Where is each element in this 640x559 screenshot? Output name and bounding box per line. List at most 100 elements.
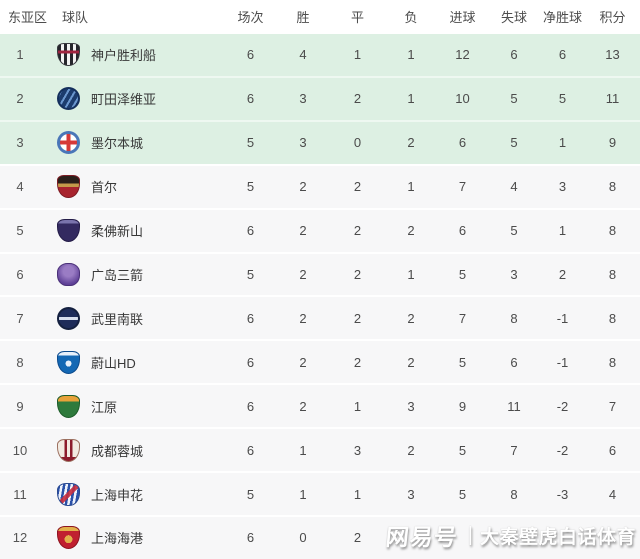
header-gd: 净胜球 xyxy=(542,9,582,25)
cell-played: 6 xyxy=(246,530,255,546)
cell-gd: -1 xyxy=(556,354,569,370)
rank: 10 xyxy=(12,442,28,458)
header-win: 胜 xyxy=(296,9,310,25)
team-cell: 神户胜利船 xyxy=(40,43,225,67)
table-header-row: 东亚区 球队 场次 胜 平 负 进球 失球 净胜球 积分 xyxy=(0,0,640,32)
cell-ga: 4 xyxy=(510,179,518,195)
rank: 12 xyxy=(12,530,28,546)
team-cell: 首尔 xyxy=(40,175,225,199)
cell-win: 3 xyxy=(299,91,307,107)
team-cell: 成都蓉城 xyxy=(40,438,225,462)
cell-loss: 1 xyxy=(407,91,415,107)
team-cell: 广岛三箭 xyxy=(40,262,225,286)
cell-ga: 6 xyxy=(510,354,518,370)
table-row[interactable]: 1 神户胜利船 6 4 1 1 12 6 6 13 xyxy=(0,32,640,76)
table-row[interactable]: 12 上海海港 6 0 2 xyxy=(0,514,640,559)
cell-win: 1 xyxy=(299,486,307,502)
cell-played: 6 xyxy=(246,354,255,370)
table-row[interactable]: 6 广岛三箭 5 2 2 1 5 3 2 8 xyxy=(0,251,640,296)
cell-gf: 7 xyxy=(458,310,467,326)
cell-gd: 2 xyxy=(558,266,567,282)
cell-draw: 2 xyxy=(353,530,362,546)
cell-played: 6 xyxy=(246,442,255,458)
table-row[interactable]: 7 武里南联 6 2 2 2 7 8 -1 8 xyxy=(0,295,640,340)
cell-loss: 2 xyxy=(407,442,415,458)
cell-win: 2 xyxy=(299,179,307,195)
cell-played: 6 xyxy=(246,47,255,63)
table-row[interactable]: 11 上海申花 5 1 1 3 5 8 -3 4 xyxy=(0,471,640,515)
table-row[interactable]: 8 蔚山HD 6 2 2 2 5 6 -1 8 xyxy=(0,339,640,384)
cell-loss: 2 xyxy=(407,310,415,326)
cell-gd: 1 xyxy=(558,223,567,239)
cell-gd: -3 xyxy=(556,486,569,502)
table-row[interactable]: 10 成都蓉城 6 1 3 2 5 7 -2 6 xyxy=(0,427,640,472)
cell-ga: 3 xyxy=(510,266,518,282)
header-team: 球队 xyxy=(62,9,89,25)
cell-gf: 7 xyxy=(458,179,467,195)
table-row[interactable]: 3 墨尔本城 5 3 0 2 6 5 1 9 xyxy=(0,119,640,164)
badge-kobe-icon xyxy=(57,43,80,67)
team-cell: 上海申花 xyxy=(40,482,225,506)
table-row[interactable]: 2 町田泽维亚 6 3 2 1 10 5 5 11 xyxy=(0,75,640,120)
cell-ga: 7 xyxy=(510,442,518,458)
cell-draw: 2 xyxy=(353,91,362,107)
rank: 7 xyxy=(16,310,24,326)
rank: 2 xyxy=(16,91,24,107)
team-name: 广岛三箭 xyxy=(91,267,144,283)
cell-played: 6 xyxy=(246,310,255,326)
badge-gangwon-icon xyxy=(57,394,80,418)
rank: 11 xyxy=(13,486,27,502)
team-name: 武里南联 xyxy=(91,311,144,327)
cell-draw: 3 xyxy=(353,442,362,458)
cell-played: 5 xyxy=(246,135,255,151)
table-row[interactable]: 5 柔佛新山 6 2 2 2 6 5 1 8 xyxy=(0,207,640,252)
cell-loss: 2 xyxy=(407,354,415,370)
team-name: 上海海港 xyxy=(91,531,144,547)
rank: 8 xyxy=(16,354,24,370)
team-name: 墨尔本城 xyxy=(91,136,144,152)
cell-gf: 10 xyxy=(455,91,470,107)
rank: 4 xyxy=(16,179,24,195)
cell-played: 5 xyxy=(246,486,255,502)
team-cell: 墨尔本城 xyxy=(40,131,225,155)
cell-draw: 1 xyxy=(353,486,362,502)
team-cell: 江原 xyxy=(40,394,225,418)
cell-gf: 5 xyxy=(458,266,467,282)
team-name: 首尔 xyxy=(91,180,118,196)
badge-johor-icon xyxy=(57,219,80,243)
cell-gd: -1 xyxy=(556,310,569,326)
cell-ga: 11 xyxy=(507,398,521,414)
cell-gf: 12 xyxy=(455,47,470,63)
cell-draw: 2 xyxy=(353,179,362,195)
cell-loss: 3 xyxy=(407,486,415,502)
cell-loss: 3 xyxy=(407,398,415,414)
cell-pts: 8 xyxy=(608,266,617,282)
team-name: 蔚山HD xyxy=(91,355,136,371)
rank: 5 xyxy=(16,223,24,239)
header-loss: 负 xyxy=(404,9,418,25)
cell-ga: 6 xyxy=(510,47,518,63)
cell-gf: 6 xyxy=(458,223,467,239)
cell-ga: 5 xyxy=(510,91,518,107)
cell-gd: 3 xyxy=(558,179,567,195)
badge-shenhua-icon xyxy=(57,482,80,506)
cell-draw: 1 xyxy=(353,47,362,63)
table-row[interactable]: 9 江原 6 2 1 3 9 11 -2 7 xyxy=(0,383,640,428)
cell-gf: 5 xyxy=(458,442,467,458)
cell-played: 5 xyxy=(246,179,255,195)
badge-buriram-icon xyxy=(57,306,80,330)
cell-ga: 8 xyxy=(510,310,518,326)
badge-ulsan-icon xyxy=(57,350,80,374)
cell-pts: 13 xyxy=(605,47,620,63)
badge-machida-icon xyxy=(57,87,80,111)
cell-pts: 4 xyxy=(608,486,617,502)
cell-loss: 1 xyxy=(407,179,415,195)
table-row[interactable]: 4 首尔 5 2 2 1 7 4 3 8 xyxy=(0,163,640,208)
team-cell: 町田泽维亚 xyxy=(40,87,225,111)
cell-win: 1 xyxy=(299,442,307,458)
badge-hiroshima-icon xyxy=(57,262,80,286)
rank: 3 xyxy=(16,135,24,151)
badge-chengdu-icon xyxy=(57,438,80,462)
cell-pts: 8 xyxy=(608,179,617,195)
